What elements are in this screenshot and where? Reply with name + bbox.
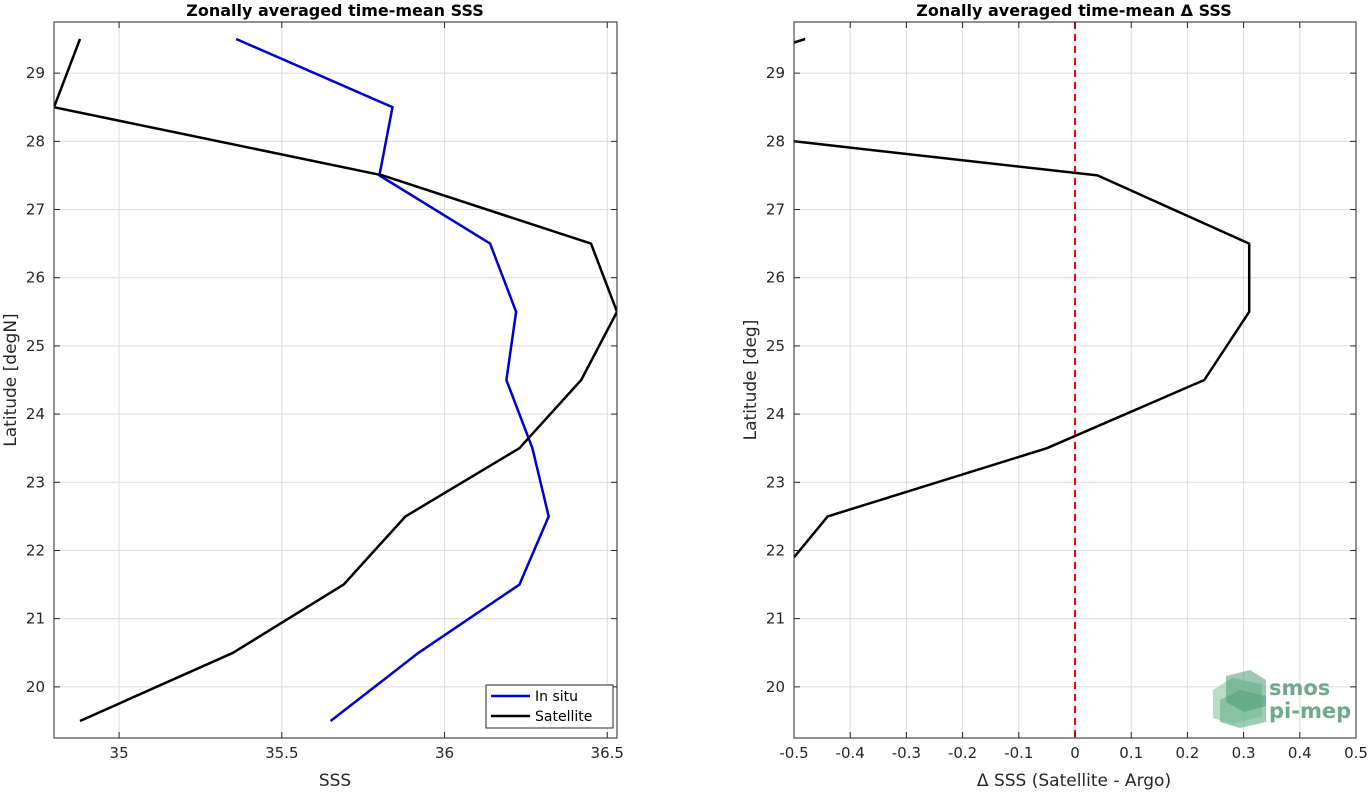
series-group [54,37,617,723]
x-tick-label: -0.2 [948,744,977,762]
y-tick-label: 22 [766,541,785,559]
chart-title: Zonally averaged time-mean Δ SSS [916,1,1232,20]
legend-label-in-situ: In situ [535,689,578,705]
tick-labels: 35 35.5 36 36.5 20 21 22 23 24 25 26 27 28 29 [26,64,624,762]
chart-title: Zonally averaged time-mean SSS [186,1,484,20]
axes-box [53,21,618,739]
x-tick-label: 36 [435,744,454,762]
x-tick-label: -0.5 [779,744,808,762]
x-tick-label: 35 [110,744,129,762]
x-tick-label: 36.5 [591,744,624,762]
y-tick-label: 20 [26,678,45,696]
x-tick-label: 0.3 [1232,744,1256,762]
y-axis-label: Latitude [degN] [1,313,21,446]
series-line-satellite [54,38,617,723]
y-tick-label: 29 [766,64,785,82]
x-tick-label: 0.2 [1175,744,1199,762]
tick-labels: -0.5 -0.4 -0.3 -0.2 -0.1 0 0.1 0.2 0.3 0.4 0.5 20 21… [766,64,1368,762]
legend-label-satellite: Satellite [535,709,592,725]
smos-pi-mep-logo: smos pi-mep [1213,670,1351,728]
y-tick-label: 26 [26,269,45,287]
logo-shape-front [1226,670,1266,712]
y-tick-label: 29 [26,64,45,82]
y-tick-label: 27 [766,201,785,219]
x-tick-label: -0.1 [1004,744,1033,762]
y-tick-label: 24 [26,405,45,423]
logo-text-pi-mep: pi-mep [1269,699,1351,723]
x-axis-label: Δ SSS (Satellite - Argo) [977,771,1171,791]
y-tick-label: 24 [766,405,785,423]
y-tick-label: 25 [766,337,785,355]
y-tick-label: 25 [26,337,45,355]
grid [54,22,617,738]
y-tick-label: 26 [766,269,785,287]
x-axis-label: SSS [319,771,351,791]
legend-box [485,684,614,729]
y-tick-label: 20 [766,678,785,696]
ticks [54,22,617,738]
y-tick-label: 23 [26,473,45,491]
y-axis-label: Latitude [deg] [741,320,761,441]
x-tick-label: -0.3 [892,744,921,762]
y-tick-label: 28 [26,132,45,150]
delta-sss-profile-chart: -0.5 -0.4 -0.3 -0.2 -0.1 0 0.1 0.2 0.3 0.4 0.5 20 21… [741,1,1368,791]
logo-text-smos: smos [1269,676,1330,700]
series-line-delta-sss [794,37,806,44]
y-tick-label: 23 [766,473,785,491]
series-line-in-situ [235,37,550,722]
legend: In situ Satellite [485,684,614,729]
series-group [794,37,1251,559]
y-tick-label: 21 [26,610,45,628]
x-tick-label: 0.5 [1344,744,1368,762]
series-line-delta-sss [794,140,1251,559]
sss-profile-chart: 35 35.5 36 36.5 20 21 22 23 24 25 26 27 28 29 Zonally… [1,1,624,791]
y-tick-label: 22 [26,541,45,559]
x-tick-label: 35.5 [265,744,298,762]
y-tick-label: 21 [766,610,785,628]
x-tick-label: -0.4 [836,744,865,762]
y-tick-label: 27 [26,201,45,219]
y-tick-label: 28 [766,132,785,150]
x-tick-label: 0.4 [1288,744,1312,762]
x-tick-label: 0.1 [1119,744,1143,762]
x-tick-label: 0 [1070,744,1080,762]
ticks [793,22,1357,738]
